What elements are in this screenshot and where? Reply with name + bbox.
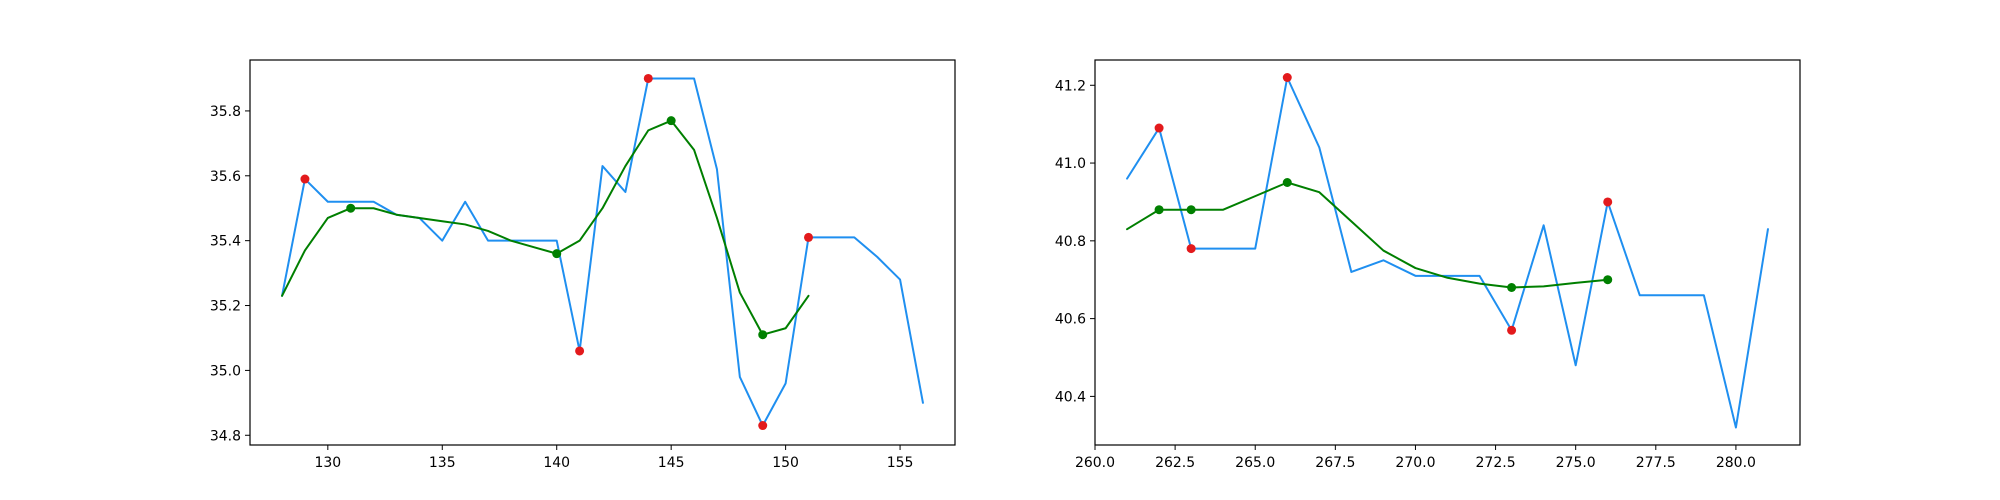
smoothed-point-marker — [666, 116, 676, 126]
axes-frame — [1094, 59, 1801, 446]
x-tick-label: 155 — [887, 455, 914, 471]
y-tick-label: 35.6 — [210, 169, 241, 185]
x-tick-label: 130 — [314, 455, 341, 471]
x-tick-label: 265.0 — [1235, 455, 1275, 471]
smoothed-point-marker — [1154, 205, 1164, 215]
y-tick-label: 41.0 — [1055, 156, 1086, 172]
x-tick-label: 135 — [429, 455, 456, 471]
y-tick-label: 35.0 — [210, 363, 241, 379]
x-tick-label: 275.0 — [1556, 455, 1596, 471]
smoothed-point-marker — [1507, 283, 1517, 292]
raw-series-line — [281, 77, 924, 427]
y-tick-label: 35.8 — [210, 104, 241, 120]
smoothed-point-marker — [1603, 275, 1613, 285]
smoothed-point-marker — [1282, 178, 1292, 187]
x-tick-label: 150 — [772, 455, 799, 471]
extremum-point-marker — [575, 346, 585, 356]
x-tick-label: 270.0 — [1395, 455, 1435, 471]
y-tick-label: 40.4 — [1055, 389, 1086, 405]
raw-series-line — [1126, 76, 1769, 429]
smoothed-point-marker — [346, 203, 356, 213]
x-tick-label: 140 — [543, 455, 570, 471]
y-tick-label: 40.8 — [1055, 234, 1086, 250]
x-tick-label: 280.0 — [1716, 455, 1756, 471]
y-tick-label: 41.2 — [1055, 78, 1086, 94]
extremum-point-marker — [643, 73, 653, 83]
y-tick-label: 40.6 — [1055, 312, 1086, 328]
x-tick-label: 277.5 — [1636, 455, 1676, 471]
smoothed-series-line — [281, 119, 810, 336]
smoothed-series-line — [1126, 181, 1609, 289]
x-tick-label: 145 — [658, 455, 685, 471]
smoothed-point-marker — [1186, 205, 1196, 215]
extremum-point-marker — [758, 421, 768, 431]
y-tick-label: 35.4 — [210, 234, 241, 250]
extremum-point-marker — [300, 174, 310, 184]
extremum-point-marker — [804, 232, 814, 242]
right-line-chart: 260.0 262.5 265.0 267.5 270.0 272.5 275.0 277.5… — [1055, 59, 1801, 471]
x-tick-label: 272.5 — [1476, 455, 1516, 471]
extremum-point-marker — [1603, 197, 1613, 207]
extremum-point-marker — [1507, 325, 1517, 335]
extremum-point-marker — [1186, 244, 1196, 254]
y-tick-label: 34.8 — [210, 428, 241, 444]
smoothed-point-marker — [758, 330, 768, 340]
y-tick-label: 35.2 — [210, 299, 241, 315]
axes-frame — [249, 59, 956, 446]
x-tick-label: 267.5 — [1315, 455, 1355, 471]
extremum-point-marker — [1154, 123, 1164, 133]
left-line-chart: 130 135 140 145 150 155 34.8 35.0 35.2 35.4 35.6 35… — [210, 59, 956, 471]
x-tick-label: 262.5 — [1155, 455, 1195, 471]
extremum-point-marker — [1282, 73, 1292, 82]
smoothed-point-marker — [552, 249, 562, 259]
x-tick-label: 260.0 — [1075, 455, 1115, 471]
